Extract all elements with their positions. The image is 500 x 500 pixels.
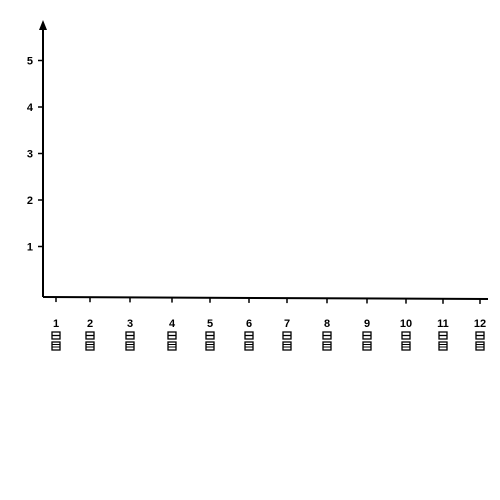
y-tick-label: 5 <box>27 56 33 68</box>
y-ticks: 1 2 3 4 5 <box>27 56 43 254</box>
x-tick-label: 3 <box>127 318 133 330</box>
x-tick-label: 5 <box>207 318 213 330</box>
grid-icon <box>401 331 411 351</box>
grid-icon <box>438 331 448 351</box>
x-tick-label: 11 <box>437 318 449 330</box>
grid-icon <box>205 331 215 351</box>
y-tick-label: 4 <box>27 102 34 114</box>
x-tick-label: 6 <box>246 318 252 330</box>
grid-icon <box>282 331 292 351</box>
y-tick-label: 1 <box>27 242 33 254</box>
grid-icon <box>85 331 95 351</box>
x-tick-label: 8 <box>324 318 330 330</box>
y-axis <box>39 20 47 297</box>
x-ticks: 1 2 3 4 5 6 7 8 9 10 11 12 <box>51 297 486 351</box>
grid-icon <box>322 331 332 351</box>
x-axis-line <box>42 296 489 300</box>
x-tick-label: 10 <box>400 318 412 330</box>
x-tick-label: 7 <box>284 318 290 330</box>
x-tick-label: 1 <box>53 318 59 330</box>
grid-icon <box>475 331 485 351</box>
y-tick-label: 3 <box>27 149 33 161</box>
y-axis-arrow <box>39 20 47 30</box>
grid-icon <box>362 331 372 351</box>
x-tick-label: 9 <box>364 318 370 330</box>
grid-icon <box>51 331 61 351</box>
grid-icon <box>244 331 254 351</box>
y-tick-label: 2 <box>27 195 33 207</box>
grid-icon <box>167 331 177 351</box>
grid-icon <box>125 331 135 351</box>
x-tick-label: 2 <box>87 318 93 330</box>
x-axis <box>42 296 489 300</box>
x-tick-label: 4 <box>169 318 176 330</box>
x-tick-label: 12 <box>474 318 486 330</box>
